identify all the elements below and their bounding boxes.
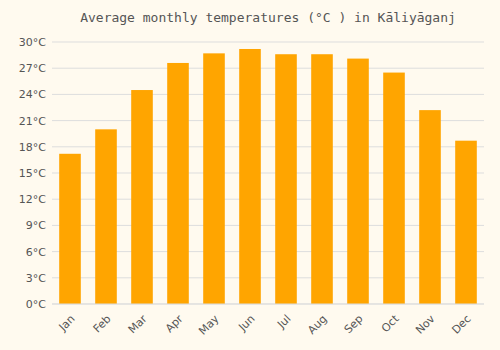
x-axis-line	[52, 304, 484, 305]
bar	[347, 59, 369, 304]
x-tick-label: Jul	[274, 312, 293, 331]
y-tick-label: 30°C	[19, 36, 46, 49]
y-tick-label: 21°C	[19, 115, 46, 128]
x-axis: Jan Feb Mar Apr May Jun Jul Aug Sep Oct Nov Dec	[56, 312, 474, 338]
bar	[419, 110, 441, 304]
bar	[311, 54, 333, 304]
x-tick-label: Nov	[413, 312, 438, 337]
y-tick-label: 9°C	[26, 219, 46, 232]
bars	[59, 49, 477, 304]
bar	[203, 53, 225, 304]
chart: Average monthly temperatures (°C ) in Kā…	[0, 0, 500, 350]
x-tick-label: Aug	[305, 312, 329, 336]
bar	[95, 129, 117, 304]
grid-line	[52, 94, 484, 95]
x-tick-label: May	[196, 312, 222, 338]
x-tick-label: Oct	[379, 312, 402, 335]
x-tick-label: Feb	[91, 312, 114, 335]
bar	[167, 63, 189, 304]
bar	[383, 73, 405, 304]
bar	[239, 49, 261, 304]
y-tick-label: 27°C	[19, 62, 46, 75]
grid-line	[52, 68, 484, 69]
x-tick-label: Mar	[126, 312, 150, 336]
y-tick-label: 12°C	[19, 193, 46, 206]
y-tick-label: 0°C	[26, 298, 46, 311]
y-tick-label: 6°C	[26, 246, 46, 259]
title: Average monthly temperatures (°C ) in Kā…	[80, 10, 456, 25]
x-tick-label: Apr	[163, 312, 186, 335]
grid-line	[52, 304, 484, 305]
y-tick-label: 24°C	[19, 88, 46, 101]
bar	[275, 54, 297, 304]
x-tick-label: Jan	[56, 312, 78, 334]
y-tick-label: 15°C	[19, 167, 46, 180]
x-tick-label: Jun	[236, 312, 258, 334]
bar	[131, 90, 153, 304]
background	[0, 0, 500, 350]
y-tick-label: 3°C	[26, 272, 46, 285]
y-axis: 0°C 3°C 6°C 9°C 12°C 15°C 18°C 21°C 24°C 27°C 30°C	[19, 36, 484, 311]
bar	[59, 154, 81, 304]
x-tick-label: Dec	[449, 312, 473, 336]
y-tick-label: 18°C	[19, 141, 46, 154]
bar	[455, 141, 477, 304]
grid-line	[52, 42, 484, 43]
x-tick-label: Sep	[342, 312, 366, 336]
